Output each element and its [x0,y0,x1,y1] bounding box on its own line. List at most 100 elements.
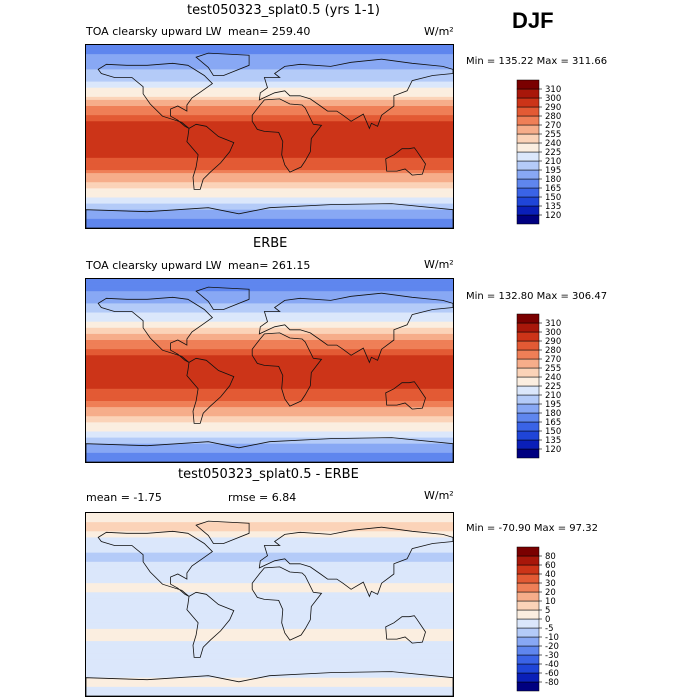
zonal-band [86,346,453,350]
colorbar-tick-label: 310 [545,319,561,329]
zonal-band [86,285,453,289]
colorbar-tick-label: 240 [545,373,561,383]
zonal-band [86,84,453,89]
colorbar-swatch [516,645,540,656]
zonal-band [86,72,453,77]
colorbar-swatch [516,636,540,647]
zonal-band [86,364,453,369]
colorbar-tick-label: 280 [545,112,561,122]
colorbar-tick-label: 270 [545,121,561,131]
zonal-band [86,130,453,135]
coastline [86,203,453,228]
zonal-band [86,327,453,332]
colorbar-tick-label: 310 [545,85,561,95]
zonal-band [86,586,453,590]
zonal-band [86,382,453,387]
colorbar-tick-label: 135 [545,202,561,212]
zonal-band [86,628,453,633]
colorbar-swatch [516,196,540,207]
zonal-band [86,324,453,329]
colorbar-tick-label: 240 [545,139,561,149]
zonal-band [86,136,453,141]
colorbar-swatch [516,600,540,611]
zonal-band [86,367,453,372]
colorbar-swatch [516,403,540,414]
colorbar-swatch [516,394,540,405]
zonal-band [86,580,453,584]
zonal-band [86,641,453,645]
colorbar-tick-label: 120 [545,211,561,221]
zonal-band [86,668,453,673]
zonal-band [86,416,453,420]
zonal-band [86,151,453,156]
zonal-band [86,318,453,323]
zonal-band [86,142,453,147]
coastline [97,530,214,597]
zonal-band [86,583,453,587]
zonal-band [86,197,453,202]
zonal-band [86,525,453,529]
zonal-band [86,133,453,138]
zonal-band [86,601,453,606]
zonal-band [86,336,453,341]
coastline [186,123,235,190]
panel-1-colorbar: 120 135 150 165 180 195 210 225 240 255 270 280 290 3… [516,79,577,225]
zonal-band [86,680,453,685]
colorbar-tick-label: 290 [545,103,561,113]
coastline [258,58,453,130]
zonal-band [86,330,453,335]
zonal-band [86,376,453,381]
zonal-band [86,528,453,532]
coastline [195,286,250,310]
zonal-band [86,121,453,125]
zonal-band [86,154,453,159]
zonal-band [86,522,453,526]
colorbar-swatch [516,546,540,557]
colorbar-tick-label: -40 [545,660,559,670]
panel-3-units: W/m² [424,489,454,502]
zonal-band [86,440,453,445]
zonal-band [86,291,453,295]
panel-2-colorbar: 120 135 150 165 180 195 210 225 240 255 270 280 290 3… [516,313,577,459]
zonal-band [86,303,453,308]
zonal-band [86,118,453,122]
zonal-band [86,358,453,362]
colorbar-swatch [516,672,540,683]
colorbar-swatch [516,564,540,575]
colorbar-swatch [516,349,540,360]
colorbar-tick-label: 135 [545,436,561,446]
zonal-band [86,321,453,326]
zonal-band [86,625,453,630]
panel-3-minmax: Min = -70.90 Max = 97.32 [466,523,598,534]
panel-1-units: W/m² [424,25,454,38]
season-label: DJF [512,8,554,33]
colorbar-swatch [516,421,540,432]
zonal-band [86,671,453,676]
zonal-band [86,616,453,621]
zonal-band [86,343,453,347]
coastline [195,52,250,76]
colorbar-tick-label: 210 [545,157,561,167]
colorbar-tick-label: 120 [545,445,561,455]
zonal-band [86,66,453,70]
zonal-band [86,455,453,460]
zonal-band [86,561,453,566]
panel-2-title: ERBE [253,236,288,251]
zonal-band [86,385,453,390]
zonal-band [86,686,453,691]
zonal-band [86,401,453,405]
zonal-band [86,555,453,560]
colorbar-tick-label: 195 [545,400,561,410]
colorbar-swatch [516,430,540,441]
zonal-band [86,394,453,399]
panel-1-minmax: Min = 135.22 Max = 311.66 [466,56,608,67]
zonal-band [86,534,453,538]
coastline [186,591,235,658]
zonal-band [86,570,453,575]
coastline [186,357,235,424]
zonal-band [86,404,453,408]
zonal-band [86,677,453,682]
zonal-band [86,57,453,61]
zonal-band [86,102,453,107]
colorbar-swatch [516,205,540,216]
